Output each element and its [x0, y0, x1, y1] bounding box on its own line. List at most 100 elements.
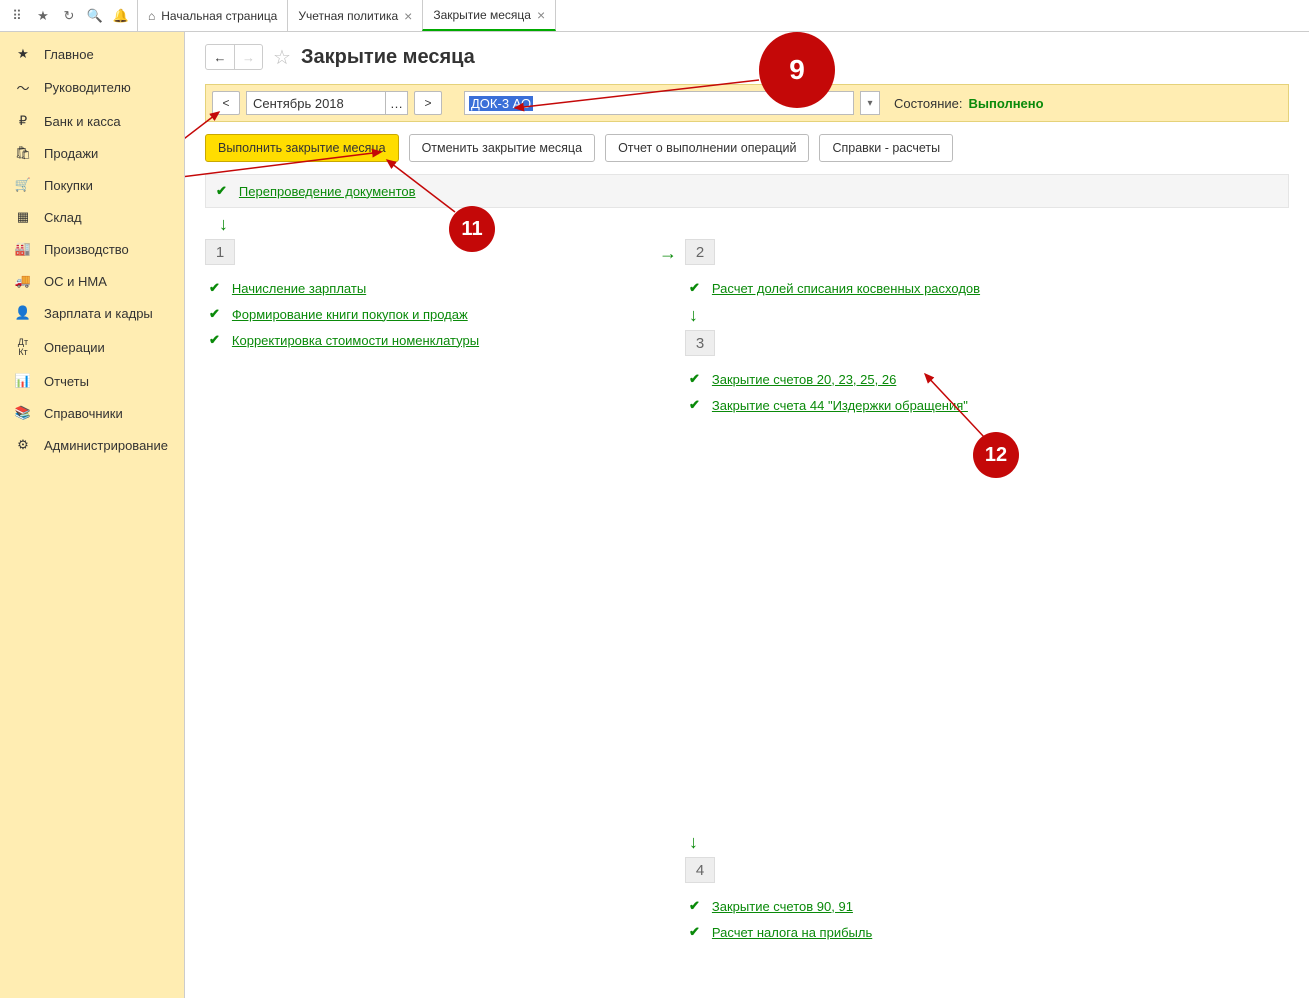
stage-2-header: 2: [685, 239, 715, 265]
op-row: ✔ Формирование книги покупок и продаж: [205, 301, 655, 327]
button-label: Справки - расчеты: [832, 141, 940, 155]
sidebar-item-purchases[interactable]: 🛒Покупки: [0, 169, 184, 201]
books-icon: 📚: [14, 405, 32, 421]
bell-icon[interactable]: 🔔: [108, 0, 134, 32]
stage-1-header: 1: [205, 239, 235, 265]
right-column: → 2 ✔Расчет долей списания косвенных рас…: [685, 239, 1185, 945]
tabs: ⌂ Начальная страница Учетная политика × …: [138, 0, 556, 31]
sidebar-item-reports[interactable]: 📊Отчеты: [0, 365, 184, 397]
execute-button[interactable]: Выполнить закрытие месяца: [205, 134, 399, 162]
sidebar-item-label: Производство: [44, 242, 129, 257]
refs-button[interactable]: Справки - расчеты: [819, 134, 953, 162]
op-row: ✔Закрытие счетов 90, 91: [685, 893, 1185, 919]
down-arrow-icon: ↓: [689, 832, 1185, 853]
sidebar-item-label: Руководителю: [44, 80, 131, 95]
sidebar-item-operations[interactable]: ДтКтОперации: [0, 329, 184, 365]
sidebar-item-label: Покупки: [44, 178, 93, 193]
bag-icon: 🛍: [14, 145, 32, 161]
period-picker-button[interactable]: …: [386, 91, 408, 115]
sidebar-item-admin[interactable]: ⚙Администрирование: [0, 429, 184, 461]
op-link[interactable]: Расчет налога на прибыль: [712, 925, 872, 940]
close-icon[interactable]: ×: [537, 7, 545, 23]
sidebar-item-label: ОС и НМА: [44, 274, 107, 289]
op-row: ✔Закрытие счетов 20, 23, 25, 26: [685, 366, 1185, 392]
person-icon: 👤: [14, 305, 32, 321]
op-row: ✔ Закрытие счета 44 "Издержки обращения": [685, 392, 1185, 418]
sidebar-item-label: Операции: [44, 340, 105, 355]
tab-month-close[interactable]: Закрытие месяца ×: [422, 0, 556, 31]
stage-3-header: 3: [685, 330, 715, 356]
check-icon: ✔: [689, 924, 700, 940]
check-icon: ✔: [689, 397, 700, 413]
favorite-icon[interactable]: ☆: [273, 45, 291, 70]
sidebar-item-label: Справочники: [44, 406, 123, 421]
forward-button[interactable]: →: [234, 45, 262, 69]
check-icon: ✔: [209, 332, 220, 348]
main-content: ← → ☆ Закрытие месяца < Сентябрь 2018 … …: [185, 32, 1309, 998]
page-header: ← → ☆ Закрытие месяца: [205, 44, 1289, 70]
sidebar-item-bank[interactable]: ₽Банк и касса: [0, 105, 184, 137]
sidebar-item-sales[interactable]: 🛍Продажи: [0, 137, 184, 169]
next-period-button[interactable]: >: [414, 91, 442, 115]
sidebar-item-assets[interactable]: 🚚 ОС и НМА: [0, 265, 184, 297]
tab-home[interactable]: ⌂ Начальная страница: [137, 0, 288, 31]
tab-label: Начальная страница: [161, 9, 277, 23]
report-button[interactable]: Отчет о выполнении операций: [605, 134, 809, 162]
chart-icon: 〜: [14, 78, 32, 97]
star-icon: ★: [14, 46, 32, 62]
op-link[interactable]: Закрытие счетов 90, 91: [712, 899, 853, 914]
sidebar-item-manager[interactable]: 〜 Руководителю: [0, 70, 184, 105]
sidebar-item-label: Главное: [44, 47, 94, 62]
tab-label: Учетная политика: [298, 9, 398, 23]
star-icon[interactable]: ★: [30, 0, 56, 32]
status-value: Выполнено: [968, 96, 1043, 111]
cancel-button[interactable]: Отменить закрытие месяца: [409, 134, 596, 162]
right-arrow-icon: →: [659, 243, 677, 264]
op-link[interactable]: Расчет долей списания косвенных расходов: [712, 281, 980, 296]
op-row: ✔ Расчет налога на прибыль: [685, 919, 1185, 945]
sidebar-item-label: Склад: [44, 210, 82, 225]
down-arrow-icon: ↓: [689, 305, 1185, 326]
button-label: Выполнить закрытие месяца: [218, 141, 386, 155]
history-icon[interactable]: ↻: [56, 0, 82, 32]
repost-link[interactable]: Перепроведение документов: [239, 184, 416, 199]
sidebar-item-label: Зарплата и кадры: [44, 306, 153, 321]
sidebar-item-main[interactable]: ★ Главное: [0, 38, 184, 70]
factory-icon: 🏭: [14, 241, 32, 257]
callout-9: 9: [759, 32, 835, 108]
op-link[interactable]: Закрытие счетов 20, 23, 25, 26: [712, 372, 896, 387]
op-link[interactable]: Корректировка стоимости номенклатуры: [232, 333, 479, 348]
status-label: Состояние:: [894, 96, 962, 111]
op-link[interactable]: Закрытие счета 44 "Издержки обращения": [712, 398, 968, 413]
home-icon: ⌂: [148, 9, 155, 23]
callout-label: 9: [789, 54, 805, 86]
callout-12: 12: [973, 432, 1019, 478]
apps-icon[interactable]: ⠿: [4, 0, 30, 32]
stages-columns: 1 ✔ Начисление зарплаты ✔ Формирование кни…: [205, 239, 1289, 945]
period-value: Сентябрь 2018: [253, 96, 344, 111]
page-title: Закрытие месяца: [301, 46, 475, 69]
search-icon[interactable]: 🔍: [82, 0, 108, 32]
callout-11: 11: [449, 206, 495, 252]
check-icon: ✔: [216, 183, 227, 199]
sidebar: ★Главное 〜Руководителю ₽Банк и касса 🛍Пр…: [0, 32, 185, 998]
tab-accounting-policy[interactable]: Учетная политика ×: [287, 0, 423, 31]
op-link[interactable]: Формирование книги покупок и продаж: [232, 307, 468, 322]
op-link[interactable]: Начисление зарплаты: [232, 281, 366, 296]
sidebar-item-refs[interactable]: 📚 Справочники: [0, 397, 184, 429]
close-icon[interactable]: ×: [404, 8, 412, 24]
prev-period-button[interactable]: <: [212, 91, 240, 115]
stage-4-header: 4: [685, 857, 715, 883]
sidebar-item-payroll[interactable]: 👤 Зарплата и кадры: [0, 297, 184, 329]
down-arrow-icon: ↓: [219, 214, 1289, 235]
truck-icon: 🚚: [14, 273, 32, 289]
sidebar-item-production[interactable]: 🏭 Производство: [0, 233, 184, 265]
organization-dropdown-button[interactable]: ▾: [860, 91, 880, 115]
callout-label: 12: [985, 444, 1007, 467]
check-icon: ✔: [209, 306, 220, 322]
top-toolbar: ⠿ ★ ↻ 🔍 🔔 ⌂ Начальная страница Учетная п…: [0, 0, 1309, 32]
back-button[interactable]: ←: [206, 45, 234, 69]
sidebar-item-warehouse[interactable]: ▦Склад: [0, 201, 184, 233]
period-field[interactable]: Сентябрь 2018: [246, 91, 386, 115]
nav-back-forward: ← →: [205, 44, 263, 70]
